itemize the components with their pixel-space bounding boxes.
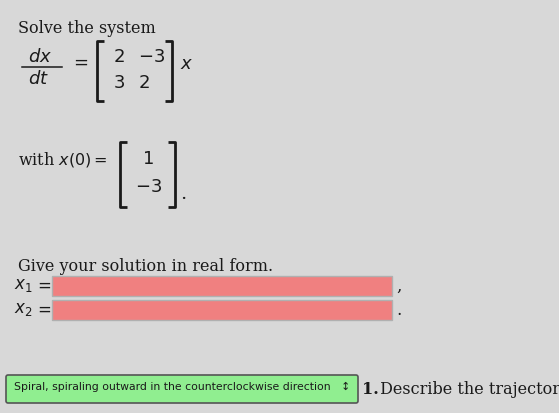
Text: $-3$: $-3$ bbox=[135, 178, 162, 195]
Text: Spiral, spiraling outward in the counterclockwise direction   ↕: Spiral, spiraling outward in the counter… bbox=[14, 381, 350, 391]
Text: $=$: $=$ bbox=[70, 53, 89, 71]
Bar bbox=[52, 276, 392, 296]
Text: $dt$: $dt$ bbox=[28, 70, 49, 88]
Text: $x_1$: $x_1$ bbox=[14, 276, 32, 293]
Text: $x_2$: $x_2$ bbox=[14, 300, 32, 317]
Text: .: . bbox=[396, 301, 401, 318]
FancyBboxPatch shape bbox=[6, 375, 358, 403]
Text: 1.: 1. bbox=[362, 380, 379, 397]
Text: Solve the system: Solve the system bbox=[18, 20, 156, 37]
Text: $dx$: $dx$ bbox=[28, 48, 52, 66]
Text: .: . bbox=[180, 185, 186, 202]
Text: with $x(0) =$: with $x(0) =$ bbox=[18, 150, 108, 169]
Text: Give your solution in real form.: Give your solution in real form. bbox=[18, 257, 273, 274]
Text: $=$: $=$ bbox=[34, 276, 51, 293]
Text: $=$: $=$ bbox=[34, 300, 51, 317]
Text: $x$: $x$ bbox=[180, 55, 193, 73]
Text: $1$: $1$ bbox=[142, 150, 154, 168]
Text: $3$: $3$ bbox=[113, 74, 125, 92]
Text: $-3$: $-3$ bbox=[138, 48, 165, 66]
Text: Describe the trajectory.: Describe the trajectory. bbox=[375, 380, 559, 397]
Text: $2$: $2$ bbox=[113, 48, 125, 66]
Text: ,: , bbox=[396, 277, 401, 294]
Text: $2$: $2$ bbox=[138, 74, 150, 92]
Bar bbox=[52, 300, 392, 320]
